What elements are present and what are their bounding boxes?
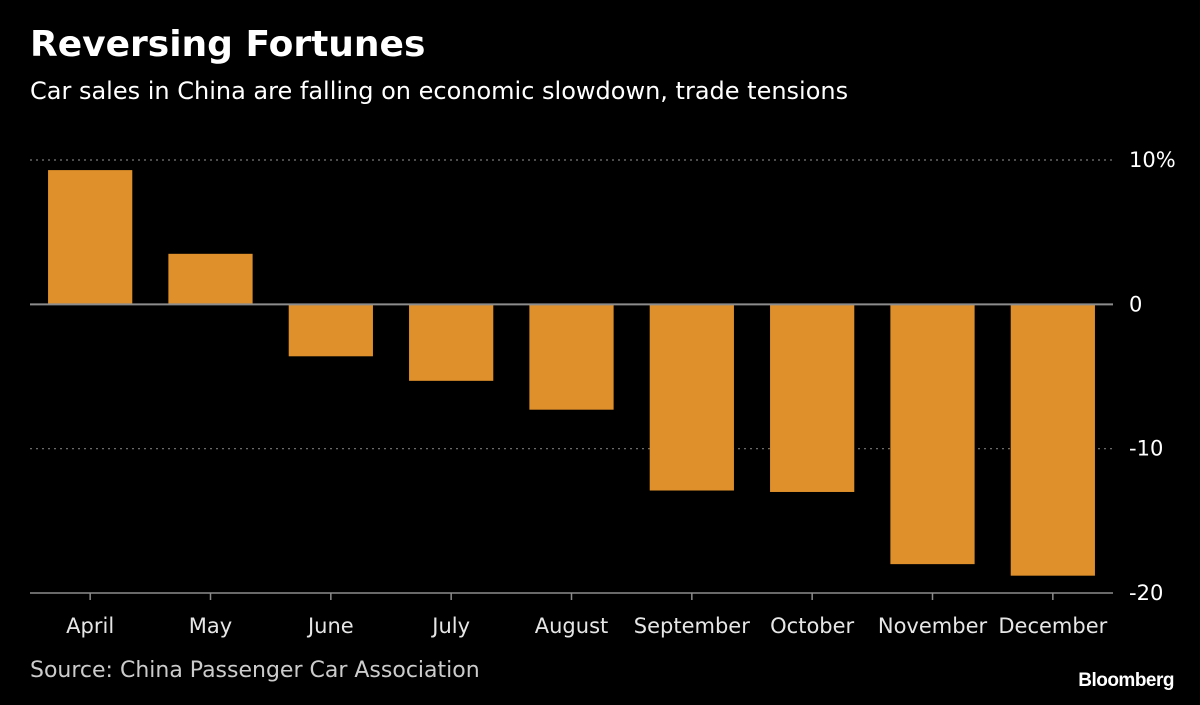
x-tick-label: August <box>535 614 609 638</box>
source-note: Source: China Passenger Car Association <box>30 658 480 683</box>
x-tick-label: October <box>770 614 854 638</box>
bar-july <box>409 304 494 381</box>
bar-december <box>1010 304 1095 576</box>
bloomberg-logo: Bloomberg <box>1078 670 1174 691</box>
y-tick-label: -20 <box>1129 581 1163 605</box>
x-tick-label: June <box>306 614 354 638</box>
x-tick-label: November <box>878 614 988 638</box>
y-tick-label: 10% <box>1129 148 1176 172</box>
bar-august <box>529 304 614 410</box>
x-tick-label: July <box>430 614 470 638</box>
x-tick-label: December <box>998 614 1107 638</box>
x-tick-label: May <box>189 614 232 638</box>
x-tick-label: April <box>66 614 114 638</box>
x-tick-label: September <box>634 614 750 638</box>
bar-june <box>288 304 373 357</box>
y-tick-label: 0 <box>1129 292 1142 316</box>
bar-may <box>168 253 253 305</box>
bar-october <box>770 304 855 492</box>
bar-september <box>649 304 734 491</box>
y-tick-label: -10 <box>1129 437 1163 461</box>
chart-title: Reversing Fortunes <box>30 24 426 65</box>
bar-november <box>890 304 975 565</box>
bar-april <box>48 170 133 305</box>
chart-subtitle: Car sales in China are falling on econom… <box>30 77 849 105</box>
